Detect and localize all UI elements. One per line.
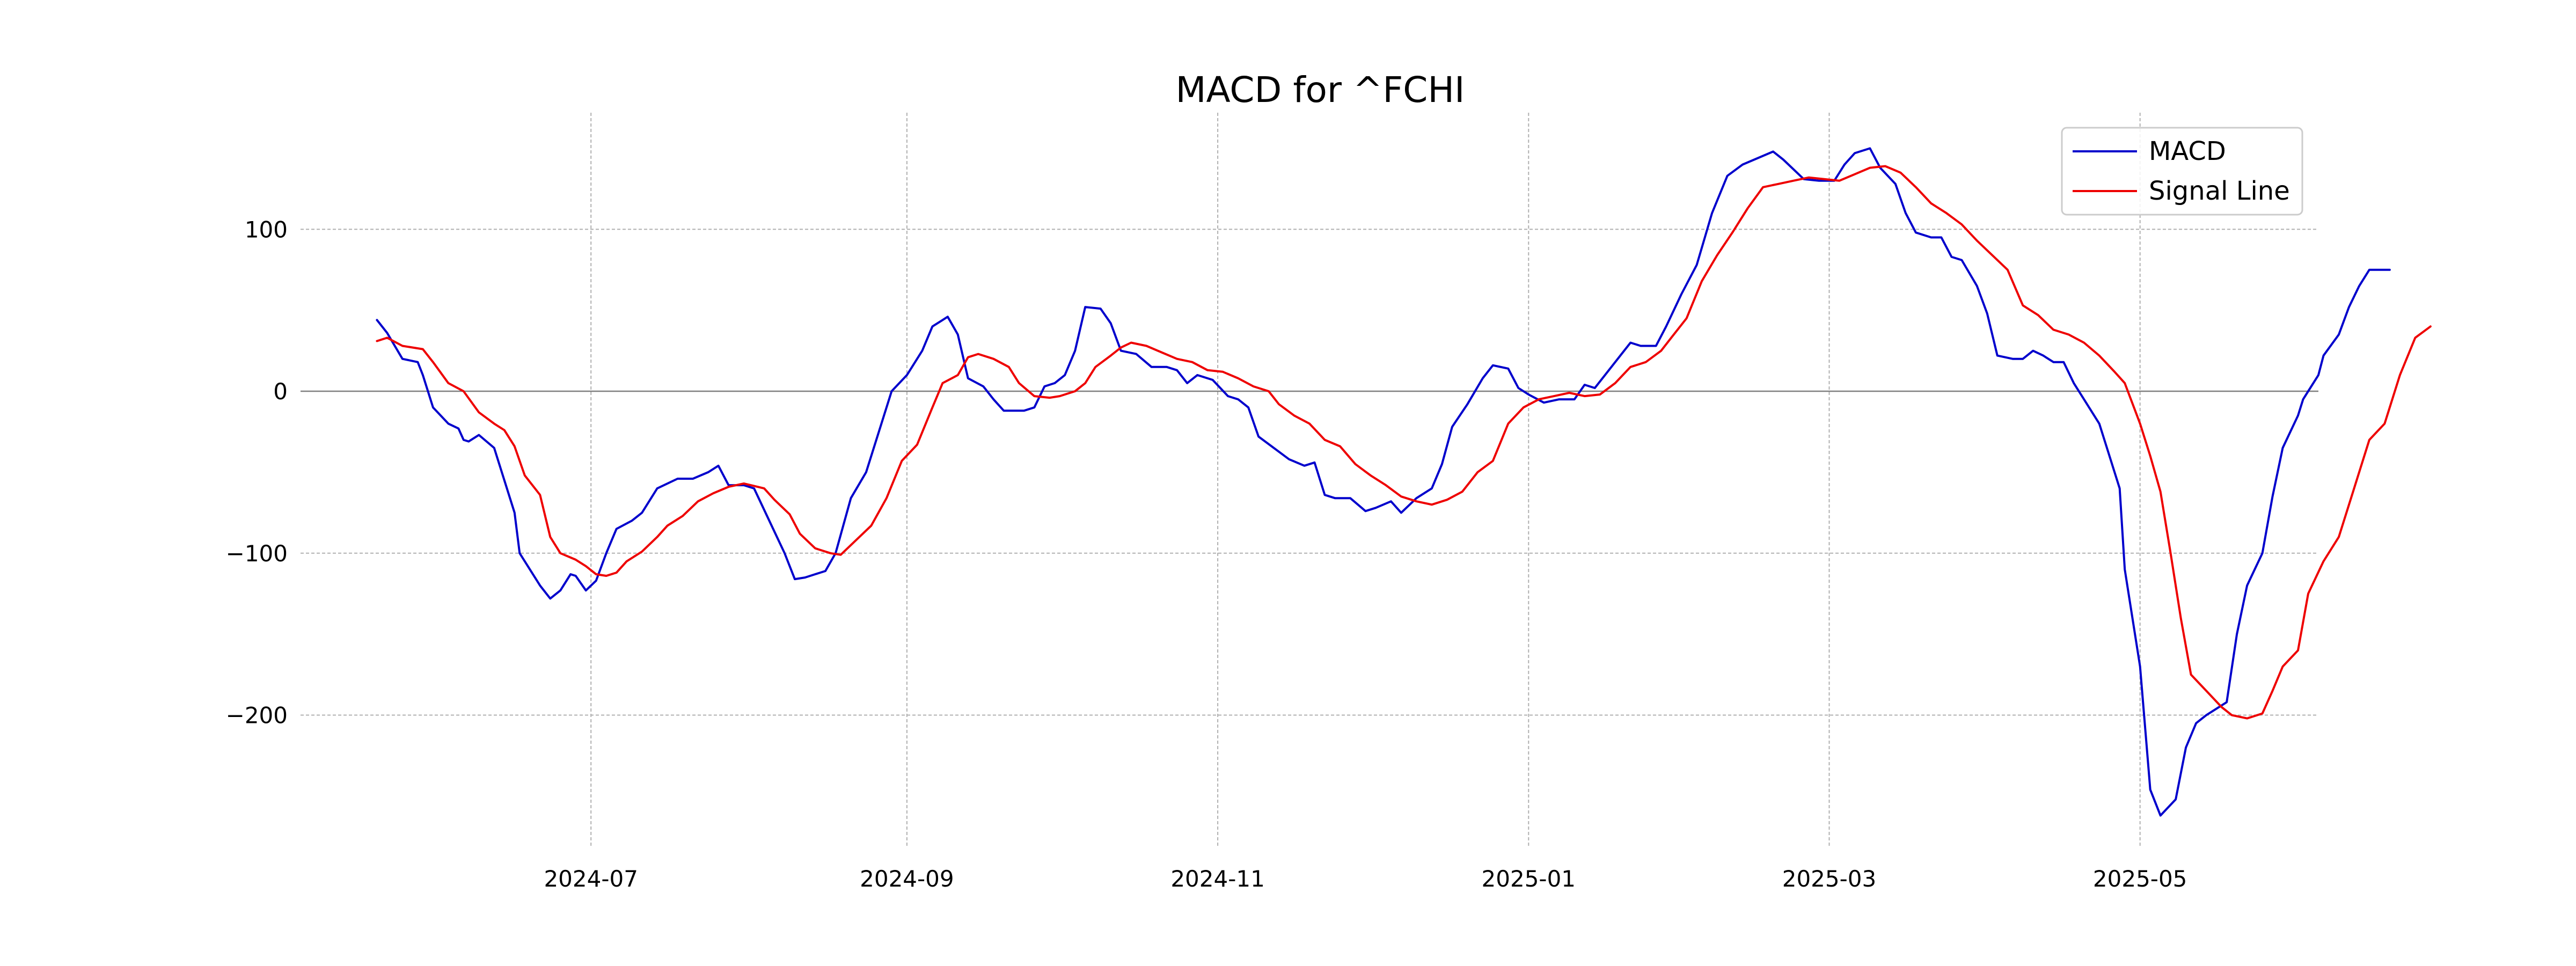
x-tick-label: 2025-03 — [1782, 866, 1877, 892]
y-tick-label: −200 — [226, 702, 288, 729]
x-tick-label: 2025-05 — [2093, 866, 2187, 892]
x-tick-label: 2024-09 — [860, 866, 954, 892]
y-tick-label: −100 — [226, 540, 288, 567]
grid-lines — [301, 113, 2318, 848]
series-line-macd — [376, 147, 2391, 817]
axis-tick-labels: 2024-07 2024-09 2024-11 2025-01 2025-03 2025-… — [226, 216, 2187, 892]
series-lines — [376, 147, 2432, 817]
legend-label-signal-line: Signal Line — [2149, 176, 2290, 206]
legend-label-macd: MACD — [2149, 136, 2226, 166]
series-line-signal-line — [376, 165, 2432, 720]
x-tick-label: 2024-07 — [544, 866, 638, 892]
y-tick-label: 0 — [273, 378, 288, 405]
x-tick-label: 2025-01 — [1482, 866, 1576, 892]
y-tick-label: 100 — [245, 216, 288, 243]
chart-title: MACD for ^FCHI — [1176, 69, 1465, 111]
legend-frame — [2061, 127, 2303, 216]
x-tick-label: 2024-11 — [1170, 866, 1265, 892]
legend: MACD Signal Line — [2061, 127, 2303, 216]
